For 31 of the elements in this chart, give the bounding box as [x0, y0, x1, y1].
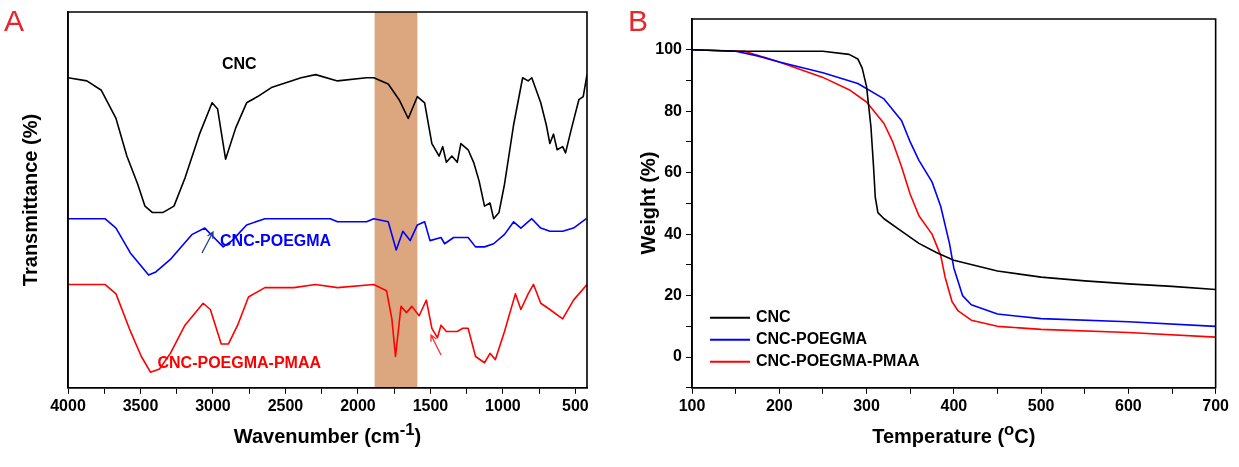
y-tick-label: 80: [664, 101, 683, 119]
x-tick-label: 500: [1027, 396, 1055, 414]
x-tick-label: 700: [1202, 396, 1230, 414]
y-tick-label: 100: [655, 40, 683, 58]
y-axis-title: Transmittance (%): [18, 113, 42, 287]
x-tick-label: 3500: [122, 396, 159, 414]
x-tick-label: 300: [853, 396, 880, 414]
chart-title: A: [4, 4, 25, 37]
x-tick-label: 600: [1115, 396, 1142, 414]
x-axis-title: Temperature ($^{o}$C): [872, 419, 1036, 448]
y-tick-label: 60: [664, 163, 683, 181]
y-tick-label: 20: [664, 286, 683, 304]
x-tick-label: 2500: [267, 396, 304, 414]
x-tick-label: 400: [940, 396, 968, 414]
x-tick-label: 3000: [195, 396, 231, 414]
x-tick-label: 1500: [412, 396, 449, 414]
x-tick-label: 2000: [340, 396, 376, 414]
x-tick-label: 1000: [485, 396, 521, 414]
x-tick-label: 100: [678, 396, 706, 414]
chart-title: B: [628, 4, 649, 37]
y-axis-title: Weight (%): [636, 151, 660, 255]
series-label: CNC: [221, 55, 258, 73]
y-tick-label: 40: [664, 224, 683, 242]
legend-label: CNC-POEGMA: [756, 330, 868, 348]
y-tick-label: 0: [673, 347, 683, 365]
x-axis-title: Wavenumber (cm$^{-1}$): [233, 419, 422, 448]
legend-label: CNC: [756, 308, 792, 326]
legend-label: CNC-POEGMA-PMAA: [756, 352, 920, 370]
x-tick-label: 4000: [50, 396, 86, 414]
x-tick-label: 500: [562, 396, 589, 414]
x-tick-label: 200: [765, 396, 793, 414]
